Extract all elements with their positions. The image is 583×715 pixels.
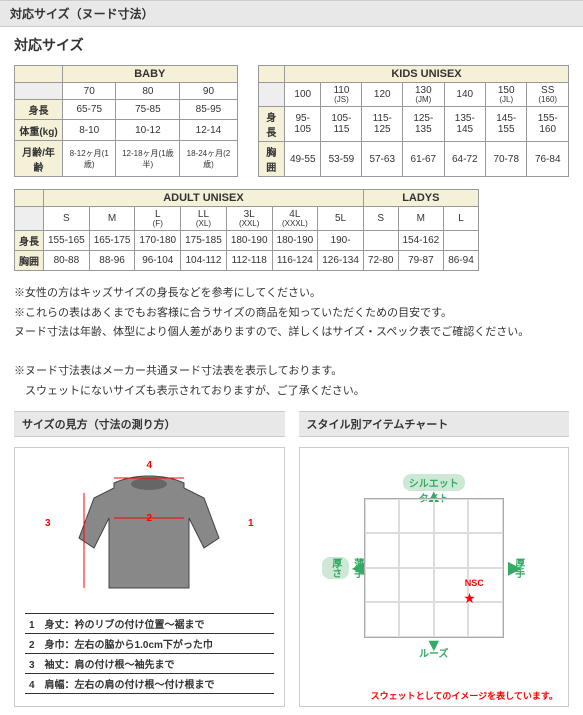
kids-table: KIDS UNISEX 100110(JS)120130(JM)140150(J… [258,65,569,177]
size-diagram-box: 4 2 3 1 1 身丈：衿のリブの付け位置～裾まで2 身巾：左右の脇から1.0… [14,447,285,707]
sweatshirt-diagram [74,468,224,598]
style-chart-box: シルエット タイト ルーズ 厚さ 薄手 厚手 ▲ ▼ ◀ ▶ NSC ★ スウェ… [299,447,570,707]
size-guide-header: サイズの見方（寸法の測り方） [14,411,285,437]
measure-list: 1 身丈：衿のリブの付け位置～裾まで2 身巾：左右の脇から1.0cm下がった巾3… [25,613,274,694]
star-icon: ★ [463,590,476,607]
notes: ※女性の方はキッズサイズの身長などを参考にしてください。※これらの表はあくまでも… [14,285,569,401]
page-title: 対応サイズ [14,35,569,55]
page-header: 対応サイズ（ヌード寸法） [0,0,583,27]
adult-ladys-table: ADULT UNISEXLADYS SML(F)LL(XL)3L(XXL)4L(… [14,189,479,271]
style-chart-header: スタイル別アイテムチャート [299,411,570,437]
baby-table: BABY 708090 身長65-7575-8585-95 体重(kg)8-10… [14,65,238,177]
